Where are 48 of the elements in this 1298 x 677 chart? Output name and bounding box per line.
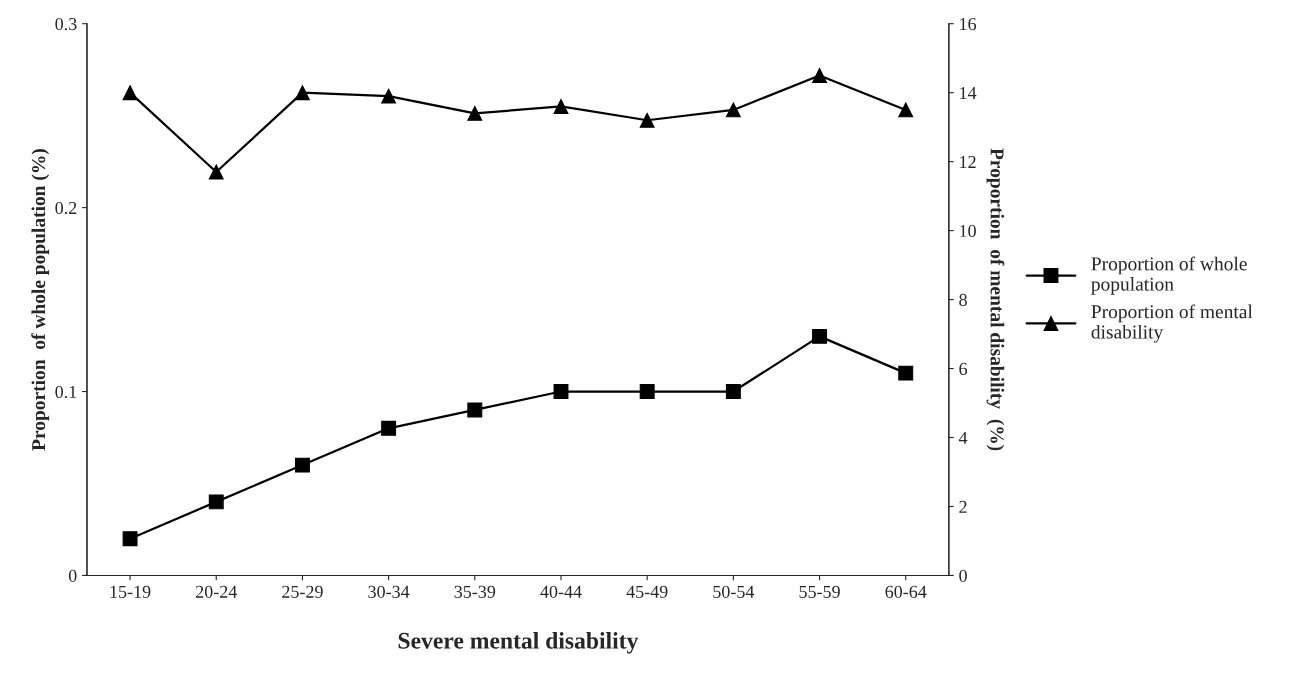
y-tick-label: 0.3 — [55, 17, 77, 31]
point — [294, 85, 310, 101]
point — [725, 384, 741, 399]
y-axis-title: Proportion of whole population (%) — [31, 149, 50, 451]
x-tick-label: 35-39 — [454, 585, 496, 598]
x-tick-label: 45-49 — [626, 585, 668, 598]
y2-tick-label: 2 — [959, 500, 967, 513]
y2-tick-label: 0 — [959, 569, 967, 582]
y2-tick-label: 16 — [960, 18, 977, 31]
point — [553, 384, 569, 399]
x-tick-label: 55-59 — [799, 585, 840, 598]
y2-tick-label: 6 — [959, 362, 968, 375]
legend-label: Proportion of mental disability — [1091, 304, 1253, 343]
y2-tick-label: 10 — [960, 224, 976, 238]
x-axis-title: Severe mental disability — [398, 632, 639, 654]
point — [553, 98, 569, 114]
legend-label: Proportion of whole population — [1091, 256, 1247, 295]
x-tick-label: 50-54 — [713, 585, 755, 598]
x-tick-label: 40-44 — [540, 585, 582, 598]
y2-axis-title: Proportion of mental disability (%) — [986, 148, 1005, 451]
y2-tick-label: 14 — [960, 87, 977, 99]
y2-tick-label: 8 — [959, 293, 967, 307]
point — [639, 384, 655, 399]
point — [294, 457, 310, 473]
point — [122, 85, 138, 101]
y-tick-label: 0.2 — [55, 201, 77, 215]
point — [381, 420, 397, 436]
point — [898, 102, 914, 118]
point — [812, 328, 828, 344]
x-tick-label: 15-19 — [110, 585, 151, 598]
x-tick-label: 25-29 — [282, 585, 323, 598]
point — [208, 164, 224, 180]
x-tick-label: 30-34 — [368, 585, 410, 598]
point — [812, 67, 828, 83]
y-tick-label: 0 — [68, 569, 77, 582]
y-tick-label: 0.1 — [55, 385, 77, 399]
point — [898, 365, 914, 381]
point — [122, 531, 138, 547]
point — [725, 102, 741, 118]
point — [639, 112, 655, 128]
y2-tick-label: 12 — [960, 155, 976, 168]
point — [467, 402, 483, 418]
x-tick-label: 20-24 — [195, 585, 238, 598]
x-tick-label: 60-64 — [885, 585, 927, 598]
point — [467, 105, 483, 121]
point — [381, 88, 397, 104]
point — [208, 494, 224, 510]
y2-tick-label: 4 — [958, 431, 968, 444]
